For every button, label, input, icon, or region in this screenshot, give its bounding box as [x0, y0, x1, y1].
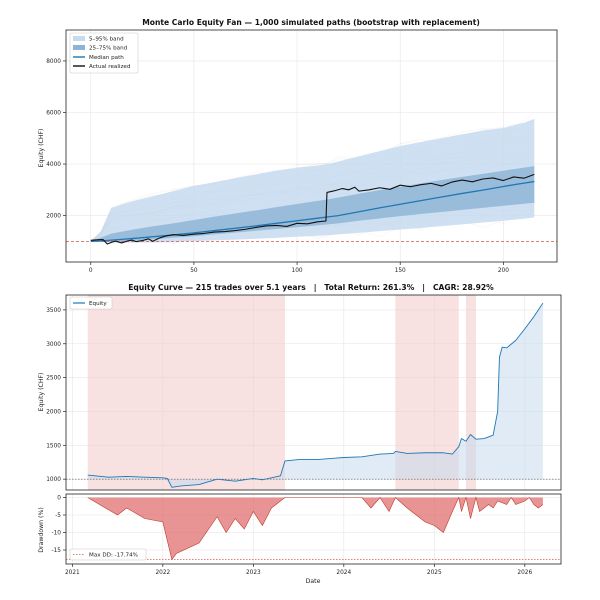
drawdown-x-ticks: 2021 2022 2023 2024 2025 2026 [65, 564, 532, 576]
legend-swatch-outer-band [73, 36, 85, 41]
equity-curve-panel: Equity Curve — 215 trades over 5.1 years… [38, 283, 562, 491]
monte-carlo-x-ticks: 0 50 100 150 200 [89, 262, 509, 274]
drawdown-xlabel: Date [306, 578, 321, 585]
y-tick-label: 3500 [46, 308, 61, 314]
x-tick-label: 2026 [517, 570, 532, 576]
monte-carlo-panel: Monte Carlo Equity Fan — 1,000 simulated… [38, 18, 558, 274]
x-tick-label: 200 [498, 268, 509, 274]
monte-carlo-y-ticks: 2000 4000 6000 8000 [46, 59, 66, 220]
y-tick-label: 3000 [46, 342, 61, 348]
y-tick-label: 6000 [46, 110, 61, 116]
y-tick-label: 2000 [46, 409, 61, 415]
x-tick-label: 2024 [336, 570, 351, 576]
equity-curve-ylabel: Equity (CHF) [38, 373, 45, 412]
drawdown-line [87, 496, 544, 561]
y-tick-label: 2500 [46, 376, 61, 382]
x-tick-label: 2023 [246, 570, 261, 576]
legend-label-median: Median path [89, 55, 124, 61]
drawdown-area [87, 497, 543, 560]
x-tick-label: 50 [190, 268, 198, 274]
monte-carlo-axes-frame [65, 29, 558, 263]
y-tick-label: -10 [52, 531, 62, 537]
median-path-line [90, 180, 535, 243]
actual-realized-line [90, 173, 535, 245]
x-tick-label: 2025 [427, 570, 442, 576]
y-tick-label: 0 [57, 496, 61, 502]
y-tick-label: -15 [52, 548, 62, 554]
x-tick-label: 2021 [65, 570, 80, 576]
drawdown-y-ticks: 0 -5 -10 -15 [52, 496, 66, 554]
monte-carlo-legend: 5–95% band 25–75% band Median path Actua… [69, 32, 139, 74]
legend-label-inner-band: 25–75% band [89, 46, 128, 52]
drawdown-axes-frame [65, 493, 562, 565]
drawdown-period-shade [87, 295, 285, 490]
equity-legend-label: Equity [89, 301, 107, 307]
legend-swatch-inner-band [73, 45, 85, 50]
monte-carlo-ylabel: Equity (CHF) [38, 129, 45, 168]
legend-label-actual: Actual realized [89, 64, 131, 70]
monte-carlo-plot-area [66, 112, 557, 245]
y-tick-label: 1000 [46, 477, 61, 483]
monte-carlo-title: Monte Carlo Equity Fan — 1,000 simulated… [142, 18, 480, 27]
simulated-path [90, 112, 535, 242]
drawdown-panel: Drawdown (%) Date 0 -5 -10 -15 2021 2022 2023… [38, 493, 562, 585]
equity-curve-legend: Equity [69, 296, 113, 310]
x-tick-label: 100 [292, 268, 303, 274]
drawdown-legend-box [69, 548, 147, 561]
equity-curve-axes-frame [65, 294, 562, 491]
monte-carlo-legend-box [69, 32, 139, 74]
equity-curve-y-ticks: 1000 1500 2000 2500 3000 3500 [46, 308, 66, 483]
drawdown-plot-area [66, 496, 561, 561]
equity-area-fill [87, 303, 543, 488]
y-tick-label: 4000 [46, 162, 61, 168]
drawdown-ylabel: Drawdown (%) [38, 507, 45, 553]
drawdown-legend-label: Max DD: -17.74% [89, 553, 138, 559]
equity-curve-plot-area [66, 295, 561, 490]
equity-curve-title: Equity Curve — 215 trades over 5.1 years… [128, 283, 494, 293]
y-tick-label: 2000 [46, 214, 61, 220]
y-tick-label: 1500 [46, 443, 61, 449]
equity-legend-box [69, 296, 113, 310]
drawdown-period-shade [465, 295, 476, 490]
x-tick-label: 0 [89, 268, 93, 274]
y-tick-label: 8000 [46, 59, 61, 65]
y-tick-label: -5 [55, 513, 61, 519]
x-tick-label: 2022 [155, 570, 170, 576]
x-tick-label: 150 [395, 268, 406, 274]
equity-line [87, 302, 544, 488]
legend-label-outer-band: 5–95% band [89, 37, 124, 43]
band-25-75 [90, 166, 535, 243]
drawdown-legend: Max DD: -17.74% [69, 548, 147, 561]
